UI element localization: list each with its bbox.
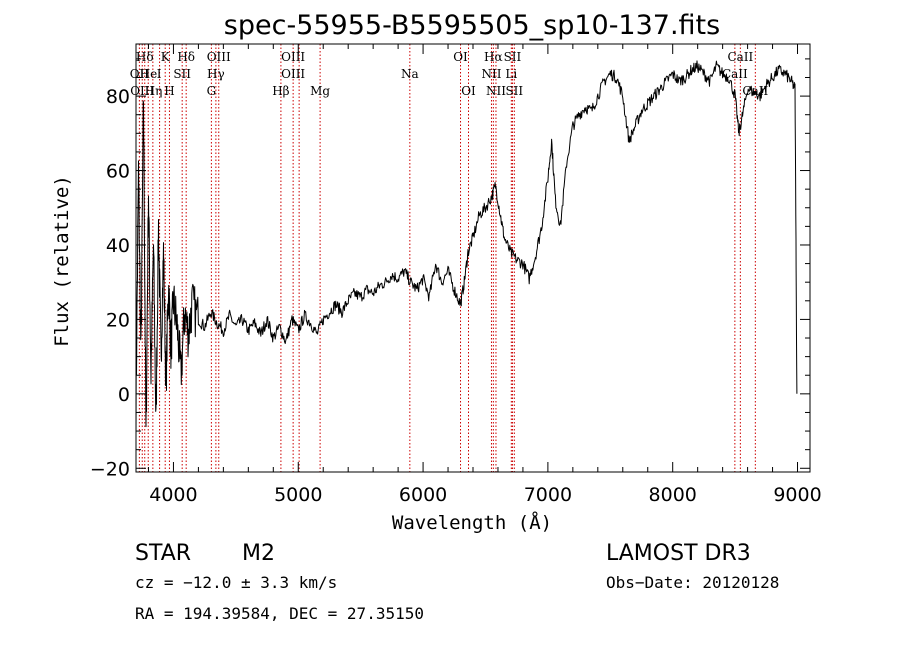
line-label-23: Li (505, 67, 517, 81)
line-label-15: Hβ (272, 84, 289, 98)
spectrum-line-0 (135, 60, 798, 439)
x-tick-label-5000: 5000 (274, 484, 322, 506)
axis-ticks: 4000 5000 6000 7000 8000 9000 −20 0 20 40 60 80 (90, 44, 822, 506)
x-axis-label: Wavelength (Å) (392, 511, 552, 534)
line-label-17: Na (401, 67, 419, 81)
y-tick-label-60: 60 (106, 161, 130, 183)
line-label-5: K (161, 50, 171, 64)
line-label-9: Hδ (177, 50, 195, 64)
line-label-24: NII (486, 84, 506, 98)
line-label-21: SII (504, 50, 522, 64)
coordinates-text: RA = 194.39584, DEC = 27.35150 (135, 604, 424, 623)
line-label-19: OI (461, 84, 476, 98)
line-label-10: OIII (207, 50, 231, 64)
obs-date-text: Obs−Date: 20120128 (606, 573, 779, 592)
y-tick-label-0: 0 (118, 384, 130, 406)
x-tick-label-8000: 8000 (649, 484, 697, 506)
line-label-22: NII (481, 67, 501, 81)
y-axis-label: Flux (relative) (51, 175, 73, 347)
y-tick-label-40: 40 (106, 235, 130, 257)
line-label-7: I (157, 67, 162, 81)
redshift-text: cz = −12.0 ± 3.3 km/s (135, 573, 337, 592)
line-label-20: Hα (484, 50, 503, 64)
object-class: STAR (135, 541, 191, 566)
x-tick-label-6000: 6000 (399, 484, 447, 506)
line-label-3: He (140, 67, 158, 81)
line-label-18: OI (453, 50, 468, 64)
plot-frame (135, 43, 811, 473)
y-tick-label--20: −20 (90, 458, 130, 480)
emission-line-markers (138, 44, 756, 472)
info-block: STAR M2 LAMOST DR3 cz = −12.0 ± 3.3 km/s… (135, 541, 779, 623)
spectrum-series (135, 60, 798, 439)
x-tick-label-4000: 4000 (149, 484, 197, 506)
object-subclass: M2 (242, 541, 275, 566)
line-label-6: H (164, 84, 174, 98)
line-label-16: Mg (310, 84, 330, 98)
chart-title: spec-55955-B5595505_sp10-137.fits (224, 10, 720, 41)
survey-name: LAMOST DR3 (606, 541, 751, 566)
x-tick-label-9000: 9000 (773, 484, 821, 506)
line-label-0: Hδ (136, 50, 154, 64)
line-label-13: OIII (281, 50, 305, 64)
line-label-8: SII (173, 67, 191, 81)
x-tick-label-7000: 7000 (524, 484, 572, 506)
y-tick-label-80: 80 (106, 86, 130, 108)
line-label-12: G (207, 84, 217, 98)
line-label-26: CaII (727, 50, 753, 64)
line-label-27: CaII (722, 67, 748, 81)
line-label-11: Hγ (207, 67, 225, 81)
line-label-14: OIII (281, 67, 305, 81)
line-label-4: Hη (145, 84, 163, 98)
y-tick-label-20: 20 (106, 309, 130, 331)
line-label-25: SII (505, 84, 523, 98)
line-label-1: OII (130, 67, 150, 81)
